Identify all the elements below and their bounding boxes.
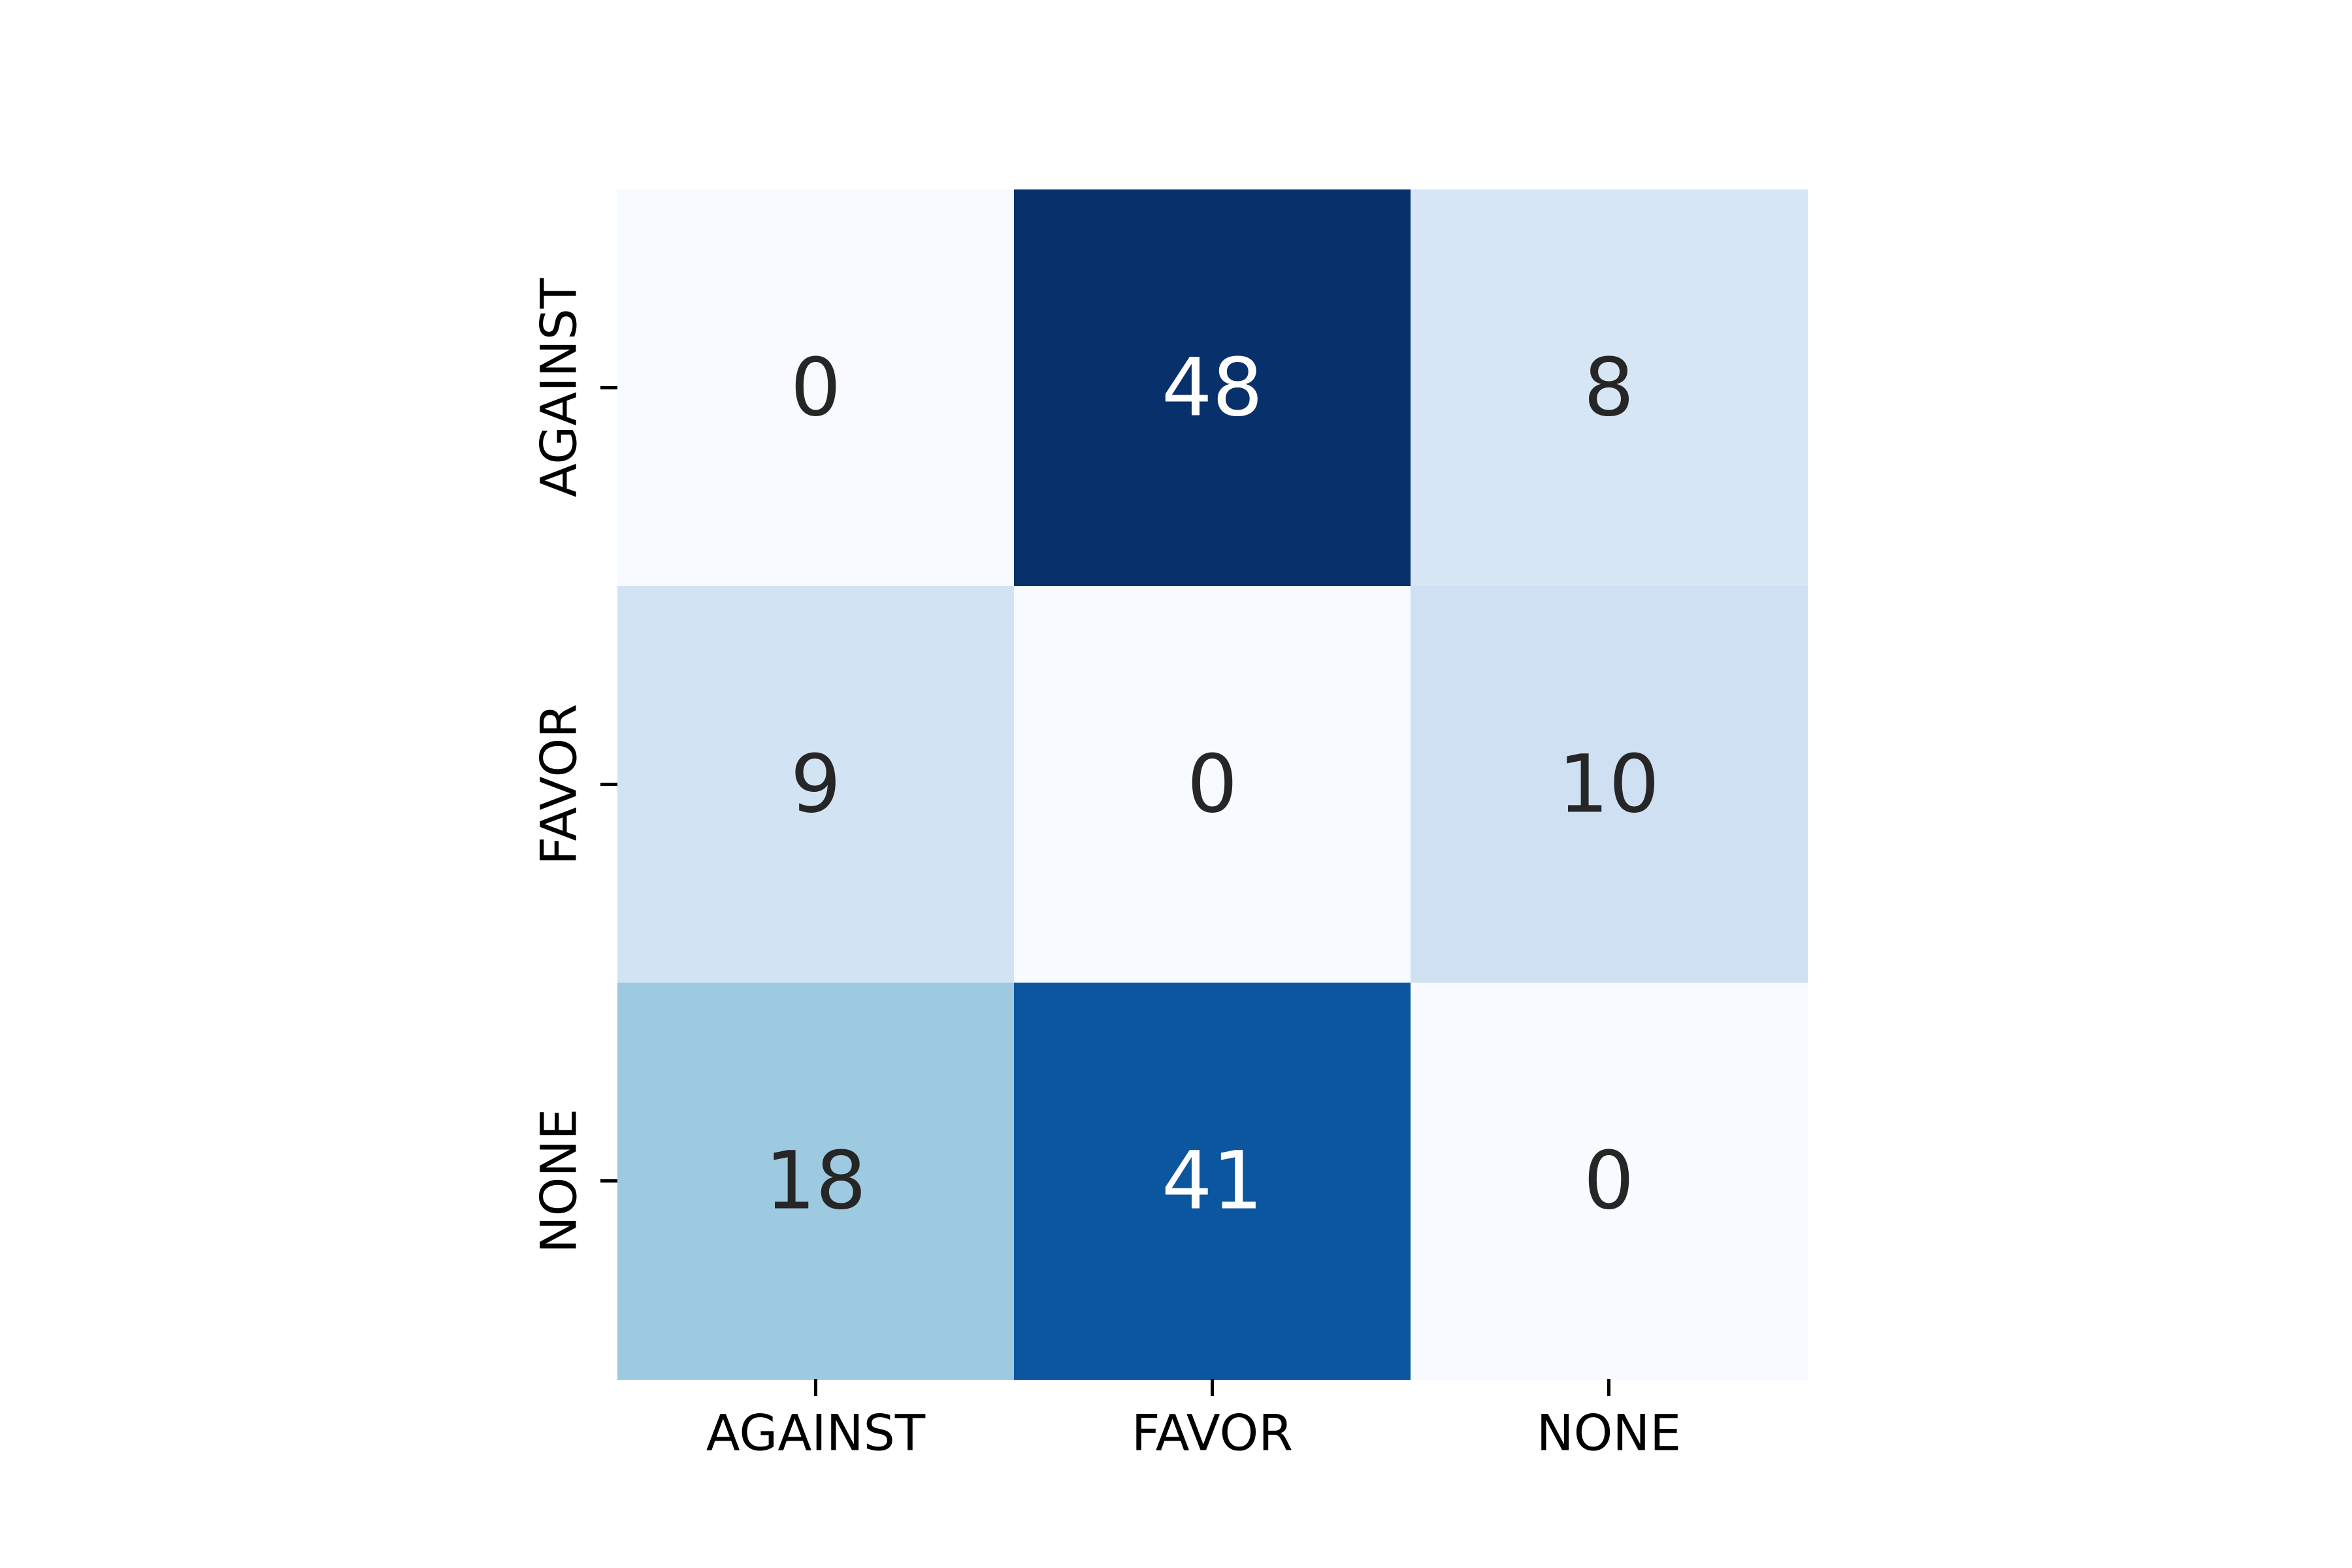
x-axis: AGAINST FAVOR NONE [706, 1379, 1682, 1462]
y-tick-label-against: AGAINST [530, 278, 588, 497]
x-tick-label-favor: FAVOR [1132, 1404, 1293, 1462]
heatmap-cell-1-1 [1014, 586, 1411, 983]
heatmap-cells [617, 189, 1808, 1380]
cell-value-2-1: 41 [1162, 1135, 1263, 1228]
x-tick-label-against: AGAINST [706, 1404, 926, 1462]
heatmap-cell-0-1 [1014, 189, 1411, 587]
heatmap-cell-labels: 0 48 8 9 0 10 18 41 0 [765, 342, 1659, 1228]
cell-value-2-0: 18 [765, 1135, 866, 1228]
y-tick-label-none: NONE [530, 1109, 588, 1254]
cell-value-0-1: 48 [1162, 342, 1263, 434]
cell-value-0-2: 8 [1584, 342, 1635, 434]
heatmap-cell-1-0 [617, 586, 1015, 983]
heatmap-cell-1-2 [1411, 586, 1808, 983]
heatmap-cell-2-2 [1411, 983, 1808, 1380]
x-tick-label-none: NONE [1537, 1404, 1682, 1462]
cell-value-1-0: 9 [791, 738, 841, 831]
heatmap-cell-2-0 [617, 983, 1015, 1380]
heatmap-cell-0-0 [617, 189, 1015, 587]
cell-value-0-0: 0 [791, 342, 841, 434]
cell-value-1-2: 10 [1558, 738, 1659, 831]
heatmap-cell-2-1 [1014, 983, 1411, 1380]
heatmap-cell-0-2 [1411, 189, 1808, 587]
y-axis: AGAINST FAVOR NONE [530, 278, 617, 1254]
cell-value-1-1: 0 [1187, 738, 1238, 831]
y-tick-label-favor: FAVOR [530, 704, 588, 865]
cell-value-2-2: 0 [1584, 1135, 1635, 1228]
